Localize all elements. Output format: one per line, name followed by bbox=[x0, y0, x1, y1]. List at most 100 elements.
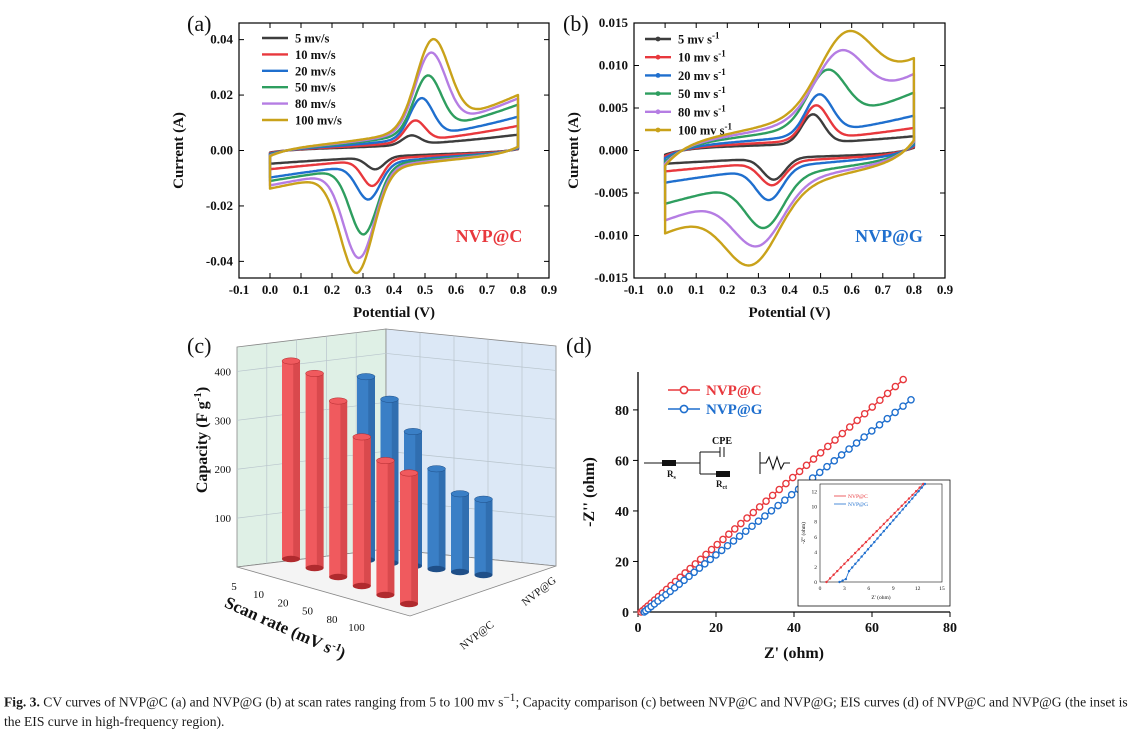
inset-point bbox=[854, 562, 857, 566]
inset-point bbox=[898, 511, 901, 515]
inset-plot-frame bbox=[819, 483, 943, 583]
eis-point bbox=[713, 540, 721, 549]
figure-caption: Fig. 3. CV curves of NVP@C (a) and NVP@G… bbox=[4, 689, 1138, 731]
z-tick-label: 300 bbox=[215, 415, 232, 427]
x-tick-label: 0.7 bbox=[875, 282, 892, 297]
legend-unit-sup: -1 bbox=[718, 67, 726, 77]
bar-nvp-c-50-top bbox=[352, 433, 372, 441]
bar-nvp-c-50-shade bbox=[364, 436, 371, 586]
eis-point bbox=[729, 537, 738, 545]
y-axis-title: Current (A) bbox=[566, 112, 582, 189]
inset-point bbox=[892, 519, 895, 522]
inset-x-tick: 9 bbox=[892, 586, 895, 592]
legend-marker bbox=[655, 54, 661, 60]
scan-rate-tick: 100 bbox=[348, 622, 365, 634]
eis-point bbox=[845, 423, 854, 431]
cv-curve-20-mv-s bbox=[663, 93, 916, 202]
scan-rate-tick: 50 bbox=[302, 606, 314, 618]
bar-nvp-g-5-shade bbox=[368, 376, 375, 560]
eis-point bbox=[876, 396, 884, 405]
panel-c-capacity-3d-bars: (c) 100 200 300 400 Capacity (F g-1) 5 10 20 50 80… bbox=[187, 328, 559, 663]
x-tick-label: 0.9 bbox=[937, 282, 954, 297]
eis-point bbox=[853, 416, 861, 425]
inset-point bbox=[901, 508, 904, 511]
inset-point bbox=[889, 515, 893, 518]
inset-point bbox=[857, 548, 860, 551]
inset-point bbox=[911, 493, 914, 497]
bar-nvp-c-100-shade bbox=[411, 472, 418, 604]
x-tick-label: 0.8 bbox=[510, 282, 527, 297]
x-tick-label: 0.9 bbox=[541, 282, 558, 297]
eis-point bbox=[860, 433, 868, 441]
bar-nvp-g-100-body bbox=[474, 499, 493, 575]
bar-nvp-g-100-shade bbox=[485, 499, 493, 575]
bar-nvp-c-50 bbox=[352, 433, 372, 590]
inset-point bbox=[882, 522, 886, 526]
inset-point bbox=[836, 569, 839, 573]
eis-point bbox=[782, 479, 790, 488]
eis-point bbox=[868, 403, 877, 411]
legend-marker bbox=[655, 109, 661, 115]
inset-point bbox=[918, 486, 921, 489]
inset-line bbox=[839, 483, 926, 583]
eis-point bbox=[774, 501, 782, 510]
circuit-rct bbox=[716, 471, 730, 477]
inset-point bbox=[825, 580, 828, 584]
bar-nvp-g-50-shade bbox=[438, 468, 446, 569]
eis-point bbox=[891, 408, 899, 417]
eis-point bbox=[823, 462, 831, 471]
x-axis-title: Z' (ohm) bbox=[764, 645, 824, 662]
eis-point bbox=[712, 551, 720, 559]
inset-point bbox=[886, 519, 889, 522]
cv-curve-100-mv-s bbox=[268, 37, 520, 275]
inset-point bbox=[838, 580, 841, 584]
y-tick-label: 60 bbox=[615, 454, 629, 469]
eis-point bbox=[899, 375, 908, 384]
x-tick-label: 0.3 bbox=[355, 282, 372, 297]
scan-rate-axis-sup: -1 bbox=[330, 640, 343, 655]
inset-point bbox=[857, 559, 860, 562]
y-tick-label: 0.02 bbox=[210, 87, 233, 102]
inset-line bbox=[826, 483, 924, 583]
bar-nvp-c-10-body bbox=[305, 373, 324, 568]
legend-label: 5 mv/s bbox=[295, 32, 330, 46]
x-axis-title: Potential (V) bbox=[748, 305, 830, 321]
eis-point bbox=[706, 555, 715, 564]
z-axis-title: Capacity (F g-1) bbox=[192, 387, 211, 493]
legend-label: NVP@C bbox=[706, 383, 762, 399]
circuit-rs-sub: s bbox=[674, 475, 677, 481]
bar-nvp-c-100-body bbox=[400, 472, 418, 604]
y-tick-label: 40 bbox=[615, 505, 629, 520]
y-tick-label: -0.04 bbox=[206, 253, 234, 268]
eis-point bbox=[690, 568, 698, 577]
inset-point bbox=[914, 490, 918, 493]
eis-point bbox=[696, 555, 705, 564]
z-tick-label: 400 bbox=[215, 366, 232, 378]
inset-point bbox=[900, 504, 903, 507]
eis-point bbox=[725, 530, 733, 539]
eis-point bbox=[830, 457, 839, 465]
legend-label: 20 mv/s bbox=[295, 64, 336, 78]
inset-x-tick: 6 bbox=[867, 586, 870, 592]
inset-point bbox=[864, 540, 868, 544]
bar-nvp-c-100-top bbox=[399, 469, 419, 477]
eis-point bbox=[787, 490, 796, 499]
x-tick-label: 0 bbox=[635, 621, 642, 636]
eis-point bbox=[831, 436, 839, 444]
inset-legend-label: NVP@G bbox=[848, 502, 868, 508]
eis-point bbox=[719, 535, 727, 544]
panel-letter: (b) bbox=[563, 11, 589, 36]
x-tick-label: 80 bbox=[943, 621, 957, 636]
inset-point bbox=[844, 577, 848, 581]
scan-rate-tick: 10 bbox=[253, 589, 265, 601]
z-axis-title-sup: -1 bbox=[192, 392, 204, 401]
inset-y-tick: 12 bbox=[812, 490, 818, 496]
eis-point bbox=[852, 439, 861, 447]
eis-point bbox=[907, 395, 915, 404]
bar-nvp-g-100 bbox=[474, 495, 493, 579]
bar-nvp-c-100-bottom bbox=[400, 600, 418, 608]
inset-point bbox=[876, 537, 879, 540]
inset-x-tick: 15 bbox=[939, 586, 945, 592]
legend-unit-sup: -1 bbox=[712, 31, 720, 41]
